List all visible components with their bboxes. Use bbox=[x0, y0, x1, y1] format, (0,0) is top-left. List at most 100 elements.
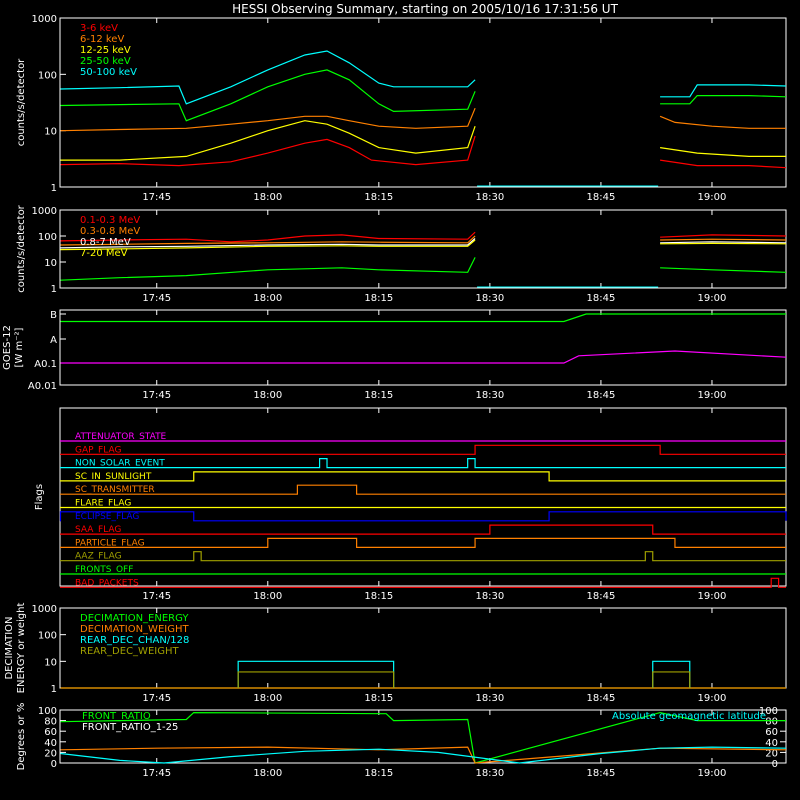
ratio-ytick-label-right: 80 bbox=[765, 717, 778, 728]
low-energy-ytick-label: 1000 bbox=[32, 14, 57, 25]
ratio-frame bbox=[59, 709, 787, 764]
high-energy-xtick-label: 17:45 bbox=[142, 293, 171, 304]
high-energy-xtick-label: 18:45 bbox=[587, 293, 616, 304]
geomagnetic-latitude-label: Absolute geomagnetic latitude bbox=[612, 711, 766, 722]
high-energy-series-0-line bbox=[60, 231, 476, 243]
high-energy-xtick-label: 18:00 bbox=[253, 293, 282, 304]
decimation-ytick-label: 10 bbox=[44, 657, 57, 668]
ratio-xtick-label: 18:00 bbox=[253, 768, 282, 779]
flags-xtick-label: 19:00 bbox=[698, 591, 727, 602]
ratio-ytick-label: 0 bbox=[51, 759, 57, 770]
flag-label: PARTICLE_FLAG bbox=[75, 538, 145, 548]
low-energy-xtick-label: 18:30 bbox=[475, 192, 504, 203]
ratio-series-0-line bbox=[60, 711, 786, 764]
high-energy-series-4-line bbox=[660, 267, 787, 273]
ratio-ytick-label-right: 100 bbox=[759, 706, 778, 717]
low-energy-series-0-line bbox=[60, 135, 476, 167]
ratio-ytick-label-right: 40 bbox=[765, 738, 778, 749]
panels: 17:45 18:00 18:15 18:30 18:45 19:001101001000… bbox=[2, 14, 787, 779]
low-energy-series-4-line bbox=[60, 50, 476, 105]
high-energy-ytick-label: 1000 bbox=[32, 206, 57, 217]
ratio-ytick-label: 60 bbox=[44, 727, 57, 738]
ratio-xtick-label: 17:45 bbox=[142, 768, 171, 779]
ratio-legend-entry: FRONT_RATIO bbox=[82, 711, 151, 722]
decimation-ylabel-2: ENERGY or weight bbox=[16, 603, 27, 694]
flag-label: FLARE_FLAG bbox=[75, 499, 131, 509]
flag-label: SC_TRANSMITTER bbox=[75, 485, 155, 495]
goes-series-0-line bbox=[60, 313, 786, 323]
low-energy-series-4-line bbox=[660, 84, 787, 98]
flags-xtick-label: 18:15 bbox=[364, 591, 393, 602]
ratio-xtick-label: 18:30 bbox=[475, 768, 504, 779]
decimation-xtick-label: 18:45 bbox=[587, 693, 616, 704]
goes-ytick-label: A0.01 bbox=[28, 381, 57, 392]
goes-ytick-label: A0.1 bbox=[34, 359, 57, 370]
high-energy-xtick-label: 18:30 bbox=[475, 293, 504, 304]
high-energy-series-2-line bbox=[660, 241, 787, 244]
flag-line-non-solar-event bbox=[60, 458, 786, 469]
decimation-ytick-label: 100 bbox=[38, 631, 57, 642]
panel-low-energy: 17:45 18:00 18:15 18:30 18:45 19:00 1 10 100 1000… bbox=[16, 14, 787, 203]
flag-label: ECLIPSE_FLAG bbox=[75, 512, 139, 522]
ratio-ytick-label-right: 0 bbox=[772, 759, 778, 770]
low-energy-xtick-label: 18:15 bbox=[364, 192, 393, 203]
goes-series-1-line bbox=[60, 350, 787, 364]
high-energy-series-2-line bbox=[60, 238, 476, 249]
low-energy-xtick-label: 19:00 bbox=[698, 192, 727, 203]
low-energy-xtick-label: 18:00 bbox=[253, 192, 282, 203]
ratio-ytick-label-right: 20 bbox=[765, 748, 778, 759]
figure-title: HESSI Observing Summary, starting on 200… bbox=[232, 2, 618, 16]
flag-label: AAZ_FLAG bbox=[75, 552, 122, 562]
low-energy-legend-entry: 3-6 keV bbox=[80, 23, 118, 34]
panel-high-energy: 17:45 18:00 18:15 18:30 18:45 19:00 1 10 100 1000… bbox=[16, 204, 787, 304]
ratio-xtick-label: 18:45 bbox=[587, 768, 616, 779]
flag-label: NON_SOLAR_EVENT bbox=[75, 459, 165, 469]
low-energy-series-2-line bbox=[60, 120, 476, 161]
goes-xtick-label: 18:30 bbox=[475, 390, 504, 401]
decimation-xtick-label: 18:00 bbox=[253, 693, 282, 704]
goes-xtick-label: 17:45 bbox=[142, 390, 171, 401]
decimation-xtick-label: 18:30 bbox=[475, 693, 504, 704]
ratio-xtick-label: 18:15 bbox=[364, 768, 393, 779]
flag-label: FRONTS_OFF bbox=[75, 565, 133, 575]
panel-flags: 17:45 18:00 18:15 18:30 18:45 19:00 Flags ATTEN… bbox=[34, 407, 787, 602]
goes-ytick-label: B bbox=[50, 310, 57, 321]
flag-line-aaz-flag bbox=[60, 551, 786, 562]
flag-label: SAA_FLAG bbox=[75, 525, 121, 535]
ratio-series-3-line bbox=[60, 746, 787, 764]
decimation-legend-entry: REAR_DEC_WEIGHT bbox=[80, 646, 179, 657]
ratio-ytick-label: 100 bbox=[38, 706, 57, 717]
decimation-xtick-label: 18:15 bbox=[364, 693, 393, 704]
ratio-xtick-label: 19:00 bbox=[698, 768, 727, 779]
low-energy-series-3-line bbox=[60, 69, 476, 122]
flag-line-bad-packets bbox=[60, 577, 786, 588]
panel-goes: 17:45 18:00 18:15 18:30 18:45 19:00 B A A0.1 A0.0… bbox=[2, 309, 787, 401]
decimation-ylabel: DECIMATION bbox=[4, 616, 15, 679]
decimation-legend-entry: DECIMATION_ENERGY bbox=[80, 613, 189, 624]
goes-xtick-label: 18:45 bbox=[587, 390, 616, 401]
high-energy-xtick-label: 19:00 bbox=[698, 293, 727, 304]
low-energy-xtick-label: 18:45 bbox=[587, 192, 616, 203]
high-energy-legend-entry: 0.3-0.8 MeV bbox=[80, 226, 140, 237]
high-energy-legend-entry: 7-20 MeV bbox=[80, 248, 128, 259]
flags-ylabel: Flags bbox=[34, 484, 45, 510]
low-energy-series-2-line bbox=[660, 147, 786, 157]
high-energy-ytick-label: 10 bbox=[44, 258, 57, 269]
ratio-legend-entry: FRONT_RATIO_1-25 bbox=[82, 722, 178, 733]
low-energy-ytick-label: 100 bbox=[38, 70, 57, 81]
ratio-ytick-label: 80 bbox=[44, 717, 57, 728]
decimation-legend-entry: DECIMATION_WEIGHT bbox=[80, 624, 189, 635]
flag-label: GAP_FLAG bbox=[75, 445, 121, 455]
panel-decimation: 17:45 18:00 18:15 18:30 18:45 19:00 1 10 100 1000… bbox=[4, 603, 787, 704]
flag-label: SC_IN_SUNLIGHT bbox=[75, 472, 152, 482]
ratio-ytick-label-right: 60 bbox=[765, 727, 778, 738]
high-energy-frame bbox=[59, 209, 787, 289]
flags-frame bbox=[59, 407, 787, 587]
goes-frame bbox=[59, 309, 787, 386]
high-energy-xtick-label: 18:15 bbox=[364, 293, 393, 304]
flags-xtick-label: 18:30 bbox=[475, 591, 504, 602]
high-energy-series-1-line bbox=[60, 235, 476, 246]
flag-line-eclipse-flag bbox=[59, 511, 787, 522]
decimation-xtick-label: 19:00 bbox=[698, 693, 727, 704]
